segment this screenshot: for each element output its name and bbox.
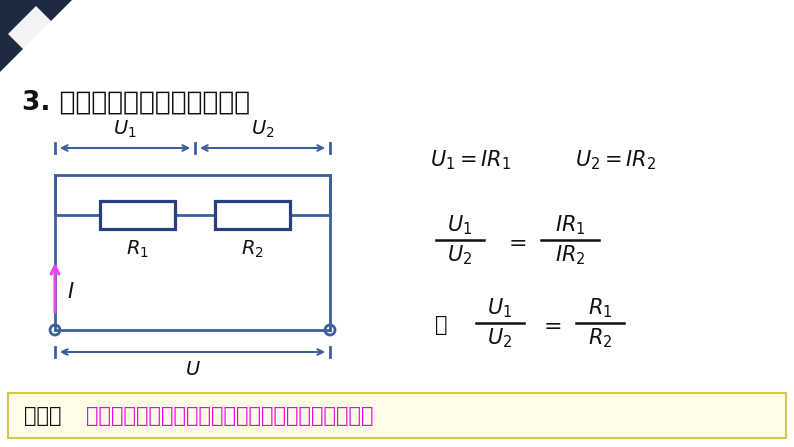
- Text: 3. 串联电路中电阻的分压作用: 3. 串联电路中电阻的分压作用: [22, 90, 250, 116]
- Text: $R_1$: $R_1$: [126, 239, 149, 260]
- Text: $U_2$: $U_2$: [448, 243, 472, 266]
- Text: $U_2$: $U_2$: [251, 119, 274, 140]
- Text: $U_1 = IR_1$: $U_1 = IR_1$: [430, 148, 511, 172]
- Text: $U_1$: $U_1$: [114, 119, 137, 140]
- Text: $U_2 = IR_2$: $U_2 = IR_2$: [575, 148, 657, 172]
- Text: $U_1$: $U_1$: [488, 296, 513, 320]
- Text: $=$: $=$: [538, 315, 561, 335]
- Text: $IR_2$: $IR_2$: [555, 243, 585, 266]
- Text: 结论：: 结论：: [24, 405, 61, 426]
- Polygon shape: [0, 0, 72, 72]
- Bar: [215, 201, 290, 229]
- Bar: [8, 393, 786, 438]
- Text: $IR_1$: $IR_1$: [555, 213, 585, 237]
- Text: $U$: $U$: [184, 360, 200, 379]
- Polygon shape: [8, 6, 64, 62]
- Text: $=$: $=$: [503, 232, 526, 252]
- Text: $U_2$: $U_2$: [488, 326, 513, 350]
- Text: $U_1$: $U_1$: [448, 213, 472, 237]
- Text: 即: 即: [435, 315, 448, 335]
- Text: $I$: $I$: [67, 283, 75, 303]
- Text: $R_1$: $R_1$: [588, 296, 612, 320]
- Text: $R_2$: $R_2$: [241, 239, 264, 260]
- Text: $R_2$: $R_2$: [588, 326, 612, 350]
- Bar: [100, 201, 175, 229]
- Text: 串联电路中各电阻分得的电压与电阻的阻值成正比。: 串联电路中各电阻分得的电压与电阻的阻值成正比。: [86, 405, 373, 426]
